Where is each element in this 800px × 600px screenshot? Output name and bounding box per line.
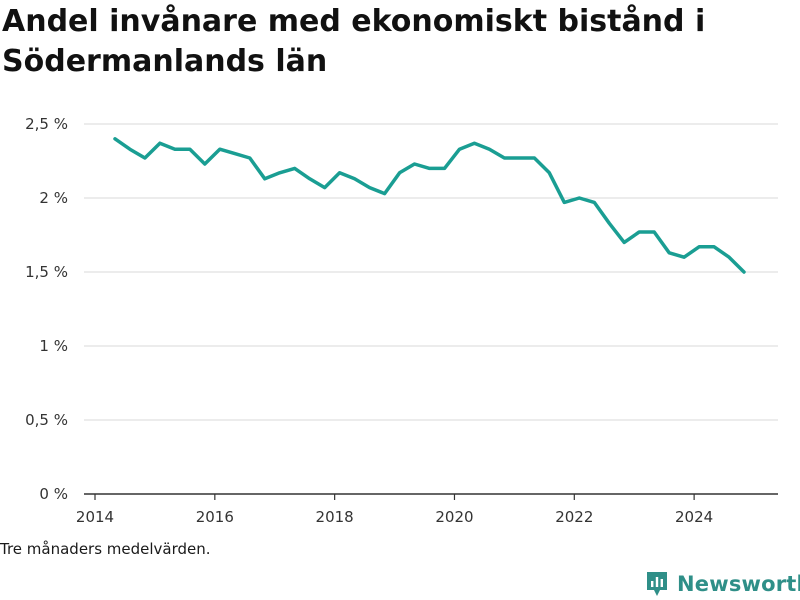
x-tick-label: 2018 [316, 508, 354, 526]
chart-note: Tre månaders medelvärden. [0, 540, 211, 558]
y-tick-label: 2,5 % [25, 115, 68, 133]
y-axis-tick-labels: 0 % 0,5 % 1 % 1,5 % 2 % 2,5 % [25, 115, 68, 503]
chart-title: Andel invånare med ekonomiskt bistånd i … [2, 4, 706, 79]
newsworthy-logo-icon [647, 572, 667, 596]
x-tick-label: 2016 [196, 508, 234, 526]
x-tick-label: 2014 [76, 508, 114, 526]
gridlines [84, 123, 778, 421]
x-tick-label: 2022 [555, 508, 593, 526]
newsworthy-logo: Newsworthy [645, 569, 800, 599]
y-tick-label: 0 % [39, 485, 68, 503]
y-tick-label: 2 % [39, 189, 68, 207]
x-tick-label: 2020 [435, 508, 473, 526]
series-group [113, 137, 746, 274]
y-tick-label: 1,5 % [25, 263, 68, 281]
y-tick-label: 1 % [39, 337, 68, 355]
x-axis: 2014 2016 2018 2020 2022 2024 [76, 493, 778, 526]
x-tick-label: 2024 [675, 508, 713, 526]
series-line [113, 137, 746, 274]
y-tick-label: 0,5 % [25, 411, 68, 429]
brand-name: Newsworthy [677, 572, 800, 596]
